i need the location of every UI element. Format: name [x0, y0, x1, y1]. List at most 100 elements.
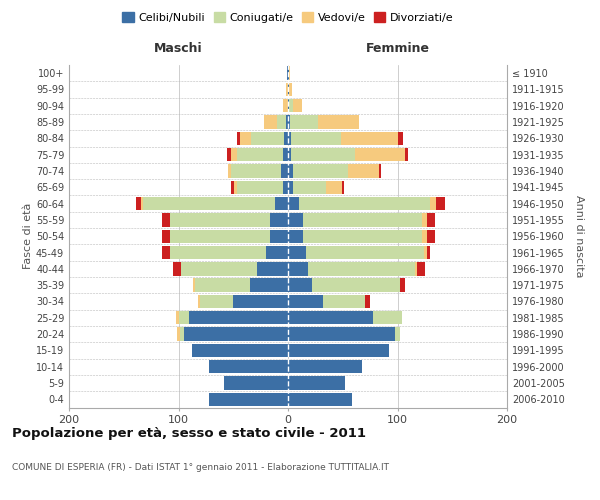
Bar [277, 116, 286, 129]
Bar [283, 148, 288, 162]
Bar [236, 180, 283, 194]
Bar [236, 132, 240, 145]
Bar [143, 197, 275, 210]
Bar [415, 262, 417, 276]
Bar [184, 328, 288, 341]
Bar [436, 197, 445, 210]
Bar [400, 278, 405, 292]
Bar [231, 148, 236, 162]
Bar [288, 328, 395, 341]
Bar [141, 197, 143, 210]
Bar [287, 66, 288, 80]
Bar [209, 360, 288, 374]
Bar [288, 376, 345, 390]
Bar [176, 311, 179, 324]
Bar [398, 132, 403, 145]
Bar [288, 262, 308, 276]
Bar [288, 180, 293, 194]
Bar [288, 278, 312, 292]
Bar [288, 392, 352, 406]
Bar [170, 230, 271, 243]
Bar [181, 262, 257, 276]
Bar [288, 311, 373, 324]
Bar [290, 116, 317, 129]
Bar [422, 230, 427, 243]
Bar [289, 83, 292, 96]
Bar [271, 214, 288, 226]
Text: Popolazione per età, sesso e stato civile - 2011: Popolazione per età, sesso e stato civil… [12, 428, 366, 440]
Bar [305, 246, 424, 259]
Legend: Celibi/Nubili, Coniugati/e, Vedovi/e, Divorziati/e: Celibi/Nubili, Coniugati/e, Vedovi/e, Di… [118, 8, 458, 28]
Bar [283, 180, 288, 194]
Bar [422, 214, 427, 226]
Bar [240, 132, 251, 145]
Bar [283, 99, 288, 112]
Bar [231, 164, 281, 177]
Bar [293, 99, 302, 112]
Bar [136, 197, 141, 210]
Bar [195, 278, 250, 292]
Bar [191, 344, 288, 357]
Bar [198, 295, 200, 308]
Bar [291, 132, 341, 145]
Bar [430, 197, 436, 210]
Bar [266, 246, 288, 259]
Bar [288, 116, 290, 129]
Bar [235, 180, 236, 194]
Bar [288, 148, 291, 162]
Bar [288, 132, 291, 145]
Bar [312, 278, 400, 292]
Bar [224, 376, 288, 390]
Bar [365, 295, 370, 308]
Bar [288, 246, 305, 259]
Bar [288, 99, 289, 112]
Bar [288, 197, 299, 210]
Bar [162, 214, 170, 226]
Y-axis label: Fasce di età: Fasce di età [23, 203, 33, 270]
Bar [289, 66, 290, 80]
Bar [271, 230, 288, 243]
Bar [288, 214, 304, 226]
Bar [200, 295, 233, 308]
Bar [193, 278, 195, 292]
Bar [288, 295, 323, 308]
Bar [395, 328, 400, 341]
Bar [286, 116, 288, 129]
Bar [209, 392, 288, 406]
Bar [427, 230, 435, 243]
Bar [288, 83, 289, 96]
Bar [162, 246, 170, 259]
Bar [424, 246, 427, 259]
Bar [233, 295, 288, 308]
Text: COMUNE DI ESPERIA (FR) - Dati ISTAT 1° gennaio 2011 - Elaborazione TUTTITALIA.IT: COMUNE DI ESPERIA (FR) - Dati ISTAT 1° g… [12, 462, 389, 471]
Text: Femmine: Femmine [365, 42, 430, 55]
Bar [293, 180, 326, 194]
Bar [304, 214, 422, 226]
Bar [288, 164, 293, 177]
Bar [304, 230, 422, 243]
Bar [299, 197, 430, 210]
Bar [417, 262, 425, 276]
Bar [257, 262, 288, 276]
Bar [179, 311, 190, 324]
Bar [284, 132, 288, 145]
Bar [348, 164, 379, 177]
Bar [289, 99, 293, 112]
Bar [178, 328, 179, 341]
Bar [288, 66, 289, 80]
Bar [170, 246, 266, 259]
Text: Maschi: Maschi [154, 42, 203, 55]
Bar [326, 180, 341, 194]
Bar [288, 230, 304, 243]
Bar [405, 148, 409, 162]
Bar [323, 295, 365, 308]
Bar [341, 180, 344, 194]
Bar [288, 344, 389, 357]
Bar [227, 148, 231, 162]
Bar [373, 311, 402, 324]
Bar [427, 246, 430, 259]
Bar [341, 132, 398, 145]
Bar [379, 164, 381, 177]
Bar [231, 180, 235, 194]
Bar [293, 164, 348, 177]
